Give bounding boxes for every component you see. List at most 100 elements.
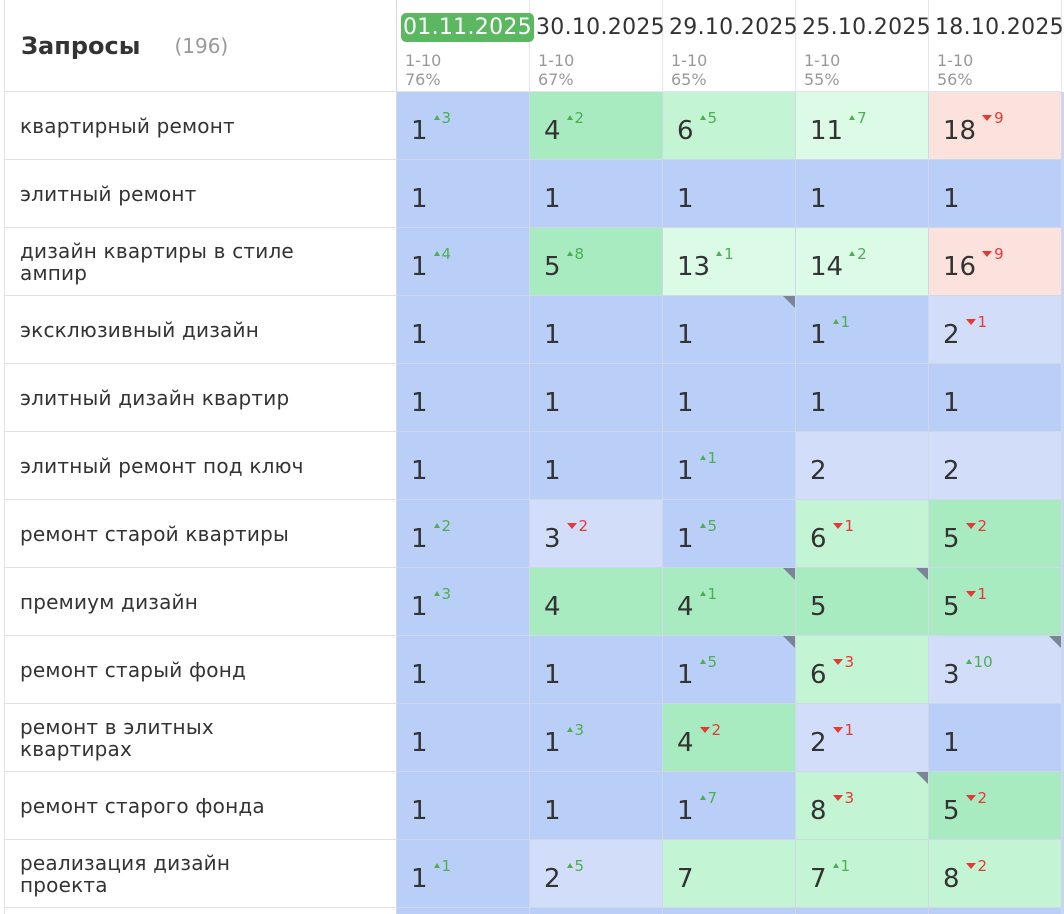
next-row-cell xyxy=(796,908,929,914)
change-value: 2 xyxy=(574,108,585,127)
change-value: 1 xyxy=(724,244,734,263)
position-change: 10 xyxy=(965,653,993,671)
position-cell: 5 xyxy=(796,568,929,636)
position-value: 13 xyxy=(677,251,711,282)
position-change: 2 xyxy=(965,517,987,535)
position-value: 2 xyxy=(544,863,561,894)
change-arrow xyxy=(832,319,839,324)
position-cell: 1 xyxy=(929,160,1062,228)
note-marker xyxy=(783,636,795,648)
left-border xyxy=(4,0,5,914)
table-header: Запросы (196) xyxy=(5,0,396,92)
position-change: 1 xyxy=(832,721,854,739)
position-cell: 1 xyxy=(929,364,1062,432)
position-value: 1 xyxy=(544,795,561,826)
position-change: 1 xyxy=(716,245,734,263)
query-cell: элитный ремонт под ключ xyxy=(5,432,396,500)
next-row-cell xyxy=(663,908,796,914)
date-label: 25.10.2025 xyxy=(802,15,931,40)
change-value: 3 xyxy=(441,108,452,127)
change-value: 2 xyxy=(857,244,867,263)
query-cell: дизайн квартиры в стиле ампир xyxy=(5,228,396,296)
position-value: 6 xyxy=(810,523,827,554)
position-cell: 1 xyxy=(397,296,530,364)
position-change: 7 xyxy=(699,789,717,807)
position-value: 5 xyxy=(810,591,827,622)
change-arrow xyxy=(566,727,573,732)
query-cell: ремонт старого фонда xyxy=(5,772,396,840)
position-value: 1 xyxy=(810,319,827,350)
change-value: 5 xyxy=(707,516,718,535)
position-value: 1 xyxy=(943,183,960,214)
position-value: 1 xyxy=(411,659,428,690)
position-change: 1 xyxy=(832,517,854,535)
position-value: 7 xyxy=(677,863,694,894)
position-change: 1 xyxy=(832,313,850,331)
change-arrow xyxy=(832,522,843,529)
change-value: 3 xyxy=(844,652,855,671)
change-arrow xyxy=(433,523,440,528)
position-value: 1 xyxy=(411,115,428,146)
change-value: 1 xyxy=(707,448,718,467)
position-change: 5 xyxy=(699,516,718,535)
change-value: 2 xyxy=(977,788,988,807)
position-value: 2 xyxy=(810,455,827,486)
query-cell: ремонт в элитных квартирах xyxy=(5,704,396,772)
position-cell: 1 xyxy=(397,772,530,840)
top-range: 1-10 xyxy=(804,51,841,70)
position-value: 1 xyxy=(810,387,827,418)
note-marker xyxy=(783,568,795,580)
position-change: 2 xyxy=(965,857,987,875)
position-cell: 1 xyxy=(796,160,929,228)
position-cell: 1 xyxy=(397,636,530,704)
position-cell: 1 xyxy=(796,364,929,432)
change-value: 3 xyxy=(574,720,585,739)
position-value: 2 xyxy=(943,319,960,350)
query-text: ремонт старого фонда xyxy=(20,793,265,818)
next-column-edge xyxy=(1062,92,1064,914)
position-change: 1 xyxy=(699,585,717,603)
position-cell: 1 xyxy=(663,364,796,432)
position-value: 4 xyxy=(544,115,561,146)
position-change: 5 xyxy=(566,856,585,875)
position-value: 1 xyxy=(411,387,428,418)
change-value: 4 xyxy=(441,244,452,263)
date-label: 29.10.2025 xyxy=(669,15,798,40)
position-change: 9 xyxy=(982,245,1004,263)
position-value: 1 xyxy=(411,183,428,214)
position-value: 6 xyxy=(677,115,694,146)
position-value: 1 xyxy=(677,387,694,418)
change-value: 1 xyxy=(840,856,851,875)
query-text: квартирный ремонт xyxy=(20,113,235,138)
position-change: 1 xyxy=(433,857,451,875)
position-value: 1 xyxy=(411,455,428,486)
change-value: 3 xyxy=(441,584,452,603)
query-text: элитный ремонт xyxy=(20,181,197,206)
position-value: 1 xyxy=(677,523,694,554)
position-change: 1 xyxy=(699,448,718,467)
change-arrow xyxy=(699,659,706,664)
top-range: 1-10 xyxy=(405,51,442,70)
query-cell: ремонт старой квартиры xyxy=(5,500,396,568)
position-value: 3 xyxy=(544,523,561,554)
query-cell: премиум дизайн xyxy=(5,568,396,636)
position-change: 2 xyxy=(566,517,588,535)
position-cell: 1 xyxy=(929,704,1062,772)
position-cell: 14 2 xyxy=(796,228,929,296)
position-value: 8 xyxy=(943,863,960,894)
query-text: дизайн квартиры в стиле ампир xyxy=(20,238,294,285)
top-share: 56% xyxy=(937,70,973,89)
position-cell: 1 xyxy=(397,704,530,772)
change-value: 5 xyxy=(574,856,585,875)
